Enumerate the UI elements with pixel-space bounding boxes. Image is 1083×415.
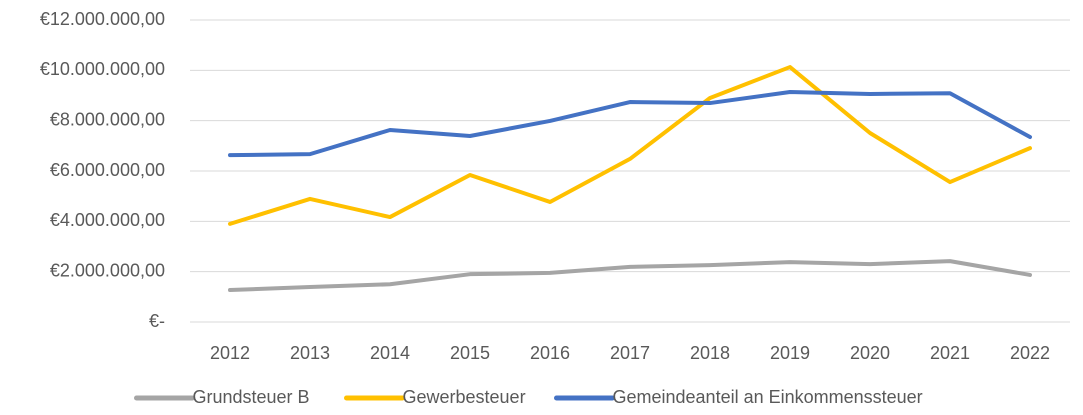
y-tick-label: €10.000.000,00 <box>40 59 165 79</box>
legend-label: Grundsteuer B <box>193 387 310 407</box>
x-tick-label: 2022 <box>1010 343 1050 363</box>
x-tick-label: 2014 <box>370 343 410 363</box>
y-tick-label: €4.000.000,00 <box>50 210 165 230</box>
x-tick-label: 2016 <box>530 343 570 363</box>
y-tick-label: €12.000.000,00 <box>40 9 165 29</box>
y-tick-label: €2.000.000,00 <box>50 260 165 280</box>
y-tick-label: €6.000.000,00 <box>50 160 165 180</box>
x-tick-label: 2019 <box>770 343 810 363</box>
x-tick-label: 2012 <box>210 343 250 363</box>
legend-label: Gewerbesteuer <box>403 387 526 407</box>
line-series <box>228 259 1032 293</box>
x-tick-label: 2020 <box>850 343 890 363</box>
x-tick-label: 2018 <box>690 343 730 363</box>
y-tick-label: €- <box>149 311 165 331</box>
legend-label: Gemeindeanteil an Einkommenssteuer <box>613 387 923 407</box>
x-tick-label: 2015 <box>450 343 490 363</box>
x-tick-label: 2021 <box>930 343 970 363</box>
line-series <box>228 89 1032 158</box>
line-series <box>228 65 1032 226</box>
y-tick-label: €8.000.000,00 <box>50 109 165 129</box>
x-tick-label: 2017 <box>610 343 650 363</box>
x-tick-label: 2013 <box>290 343 330 363</box>
